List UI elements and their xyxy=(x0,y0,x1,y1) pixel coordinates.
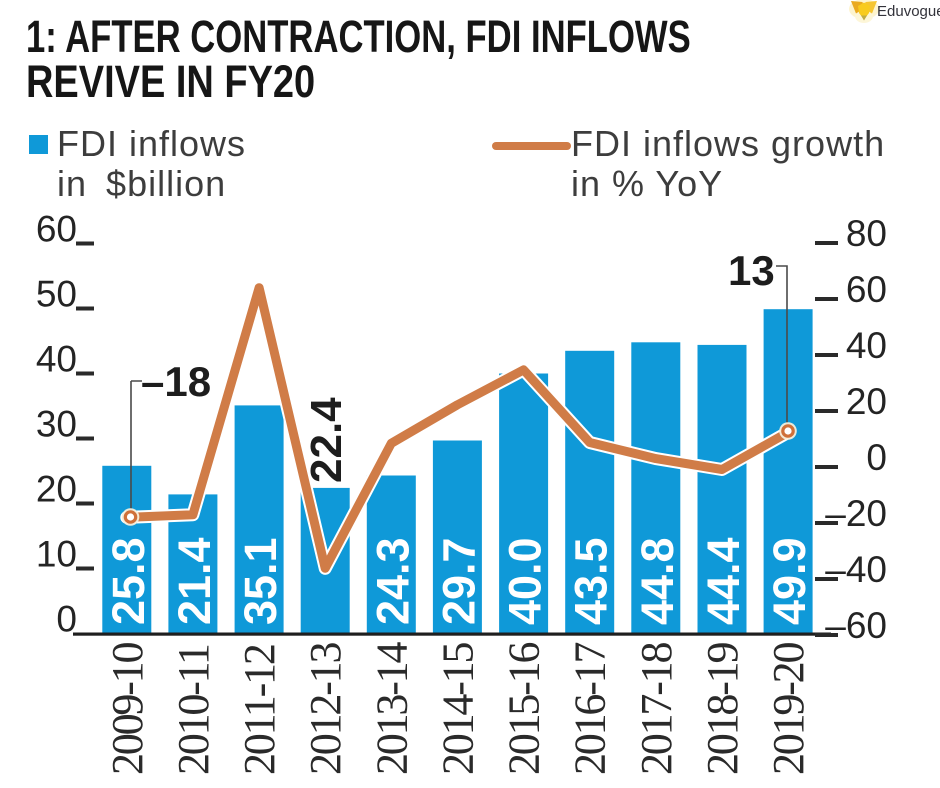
svg-text:2011-12: 2011-12 xyxy=(235,645,284,775)
svg-text:Eduvogue: Eduvogue xyxy=(877,3,940,20)
svg-text:2012-13: 2012-13 xyxy=(301,643,350,775)
svg-text:2014-15: 2014-15 xyxy=(433,643,482,775)
svg-text:20: 20 xyxy=(846,381,887,422)
svg-text:–18: –18 xyxy=(141,358,211,405)
svg-text:20: 20 xyxy=(36,469,77,510)
svg-text:–40: –40 xyxy=(825,549,887,590)
svg-text:10: 10 xyxy=(36,534,77,575)
svg-text:21.4: 21.4 xyxy=(169,537,220,625)
svg-text:80: 80 xyxy=(846,213,887,254)
svg-text:29.7: 29.7 xyxy=(433,537,484,625)
svg-text:13: 13 xyxy=(728,247,775,294)
svg-text:2018-19: 2018-19 xyxy=(698,643,747,775)
svg-text:50: 50 xyxy=(36,274,77,315)
svg-text:25.8: 25.8 xyxy=(103,537,154,625)
svg-text:2010-11: 2010-11 xyxy=(169,645,218,775)
svg-text:–20: –20 xyxy=(825,493,887,534)
svg-text:49.9: 49.9 xyxy=(764,537,815,625)
svg-text:40: 40 xyxy=(36,339,77,380)
svg-text:22.4: 22.4 xyxy=(302,397,351,483)
svg-text:40.0: 40.0 xyxy=(500,537,551,625)
svg-text:30: 30 xyxy=(36,404,77,445)
svg-text:60: 60 xyxy=(846,269,887,310)
svg-text:2009-10: 2009-10 xyxy=(103,643,152,775)
svg-text:40: 40 xyxy=(846,325,887,366)
svg-text:44.4: 44.4 xyxy=(698,537,749,625)
svg-text:0: 0 xyxy=(56,599,77,640)
svg-text:24.3: 24.3 xyxy=(367,537,418,625)
svg-text:43.5: 43.5 xyxy=(566,537,617,625)
svg-text:2013-14: 2013-14 xyxy=(367,642,416,775)
svg-text:2019-20: 2019-20 xyxy=(764,643,813,775)
svg-text:2017-18: 2017-18 xyxy=(632,643,681,775)
svg-text:2016-17: 2016-17 xyxy=(566,643,615,775)
svg-text:2015-16: 2015-16 xyxy=(500,643,549,775)
svg-text:–60: –60 xyxy=(825,605,887,646)
svg-text:44.8: 44.8 xyxy=(632,537,683,625)
svg-text:0: 0 xyxy=(866,437,887,478)
svg-text:60: 60 xyxy=(36,209,77,250)
svg-text:35.1: 35.1 xyxy=(235,537,286,625)
